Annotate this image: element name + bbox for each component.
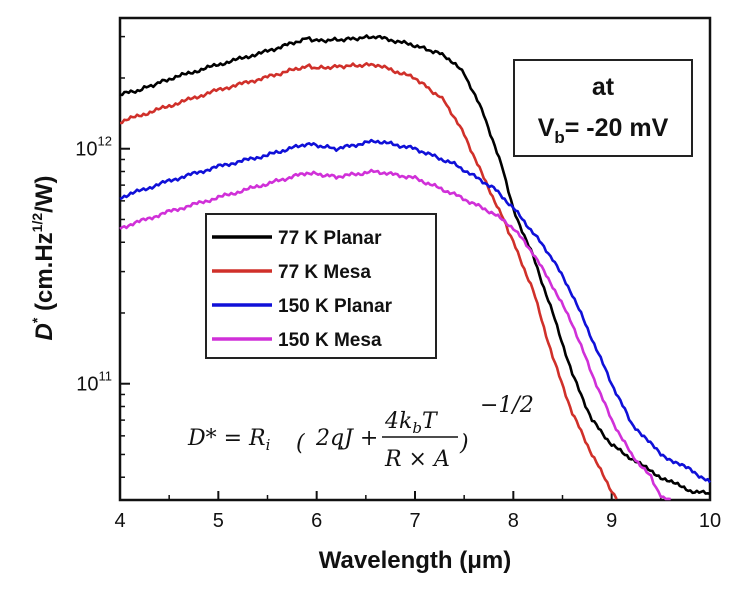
series-layer <box>119 34 712 501</box>
formula-lhs: D* = Ri <box>187 426 271 454</box>
annotation-box <box>513 59 693 157</box>
formula-inner: 2qJ + <box>315 426 378 451</box>
y-tick-label: 1012 <box>75 134 112 161</box>
x-tick-label: 8 <box>508 510 519 532</box>
x-tick-label: 5 <box>213 510 224 532</box>
formula-exponent: −1/2 <box>480 393 534 418</box>
x-tick-label: 6 <box>311 510 322 532</box>
annotation-line1: at <box>592 73 615 101</box>
formula: D* = Ri ( 2qJ + 4kbT R × A ) −1/2 <box>187 393 534 472</box>
bias-annotation: at Vb= -20 mV <box>513 59 693 157</box>
legend: 77 K Planar 77 K Mesa 150 K Planar 150 K Me… <box>205 213 437 359</box>
y-axis-ticks: 1012 1011 <box>75 35 130 478</box>
x-axis-ticks: 4 5 6 7 8 9 10 <box>114 491 721 532</box>
formula-right-paren: ) <box>459 431 469 456</box>
series-line <box>119 138 712 484</box>
annotation-line2: Vb= -20 mV <box>538 114 669 147</box>
legend-label: 77 K Mesa <box>278 262 371 283</box>
series-line <box>119 168 671 501</box>
x-tick-label: 7 <box>409 510 420 532</box>
x-tick-label: 9 <box>606 510 617 532</box>
x-axis-title: Wavelength (μm) <box>319 547 511 574</box>
formula-numerator: 4kbT <box>384 409 439 437</box>
legend-label: 150 K Planar <box>278 296 393 317</box>
legend-label: 150 K Mesa <box>278 330 382 351</box>
y-axis-title: D* (cm.Hz1/2/W) <box>29 176 58 341</box>
legend-label: 77 K Planar <box>278 228 382 249</box>
y-tick-label: 1011 <box>76 369 112 396</box>
formula-left-paren: ( <box>296 431 305 456</box>
series-line <box>119 62 618 500</box>
formula-denominator: R × A <box>384 447 450 472</box>
series-line <box>119 34 711 496</box>
x-tick-label: 4 <box>114 510 125 532</box>
x-tick-label: 10 <box>699 510 721 532</box>
